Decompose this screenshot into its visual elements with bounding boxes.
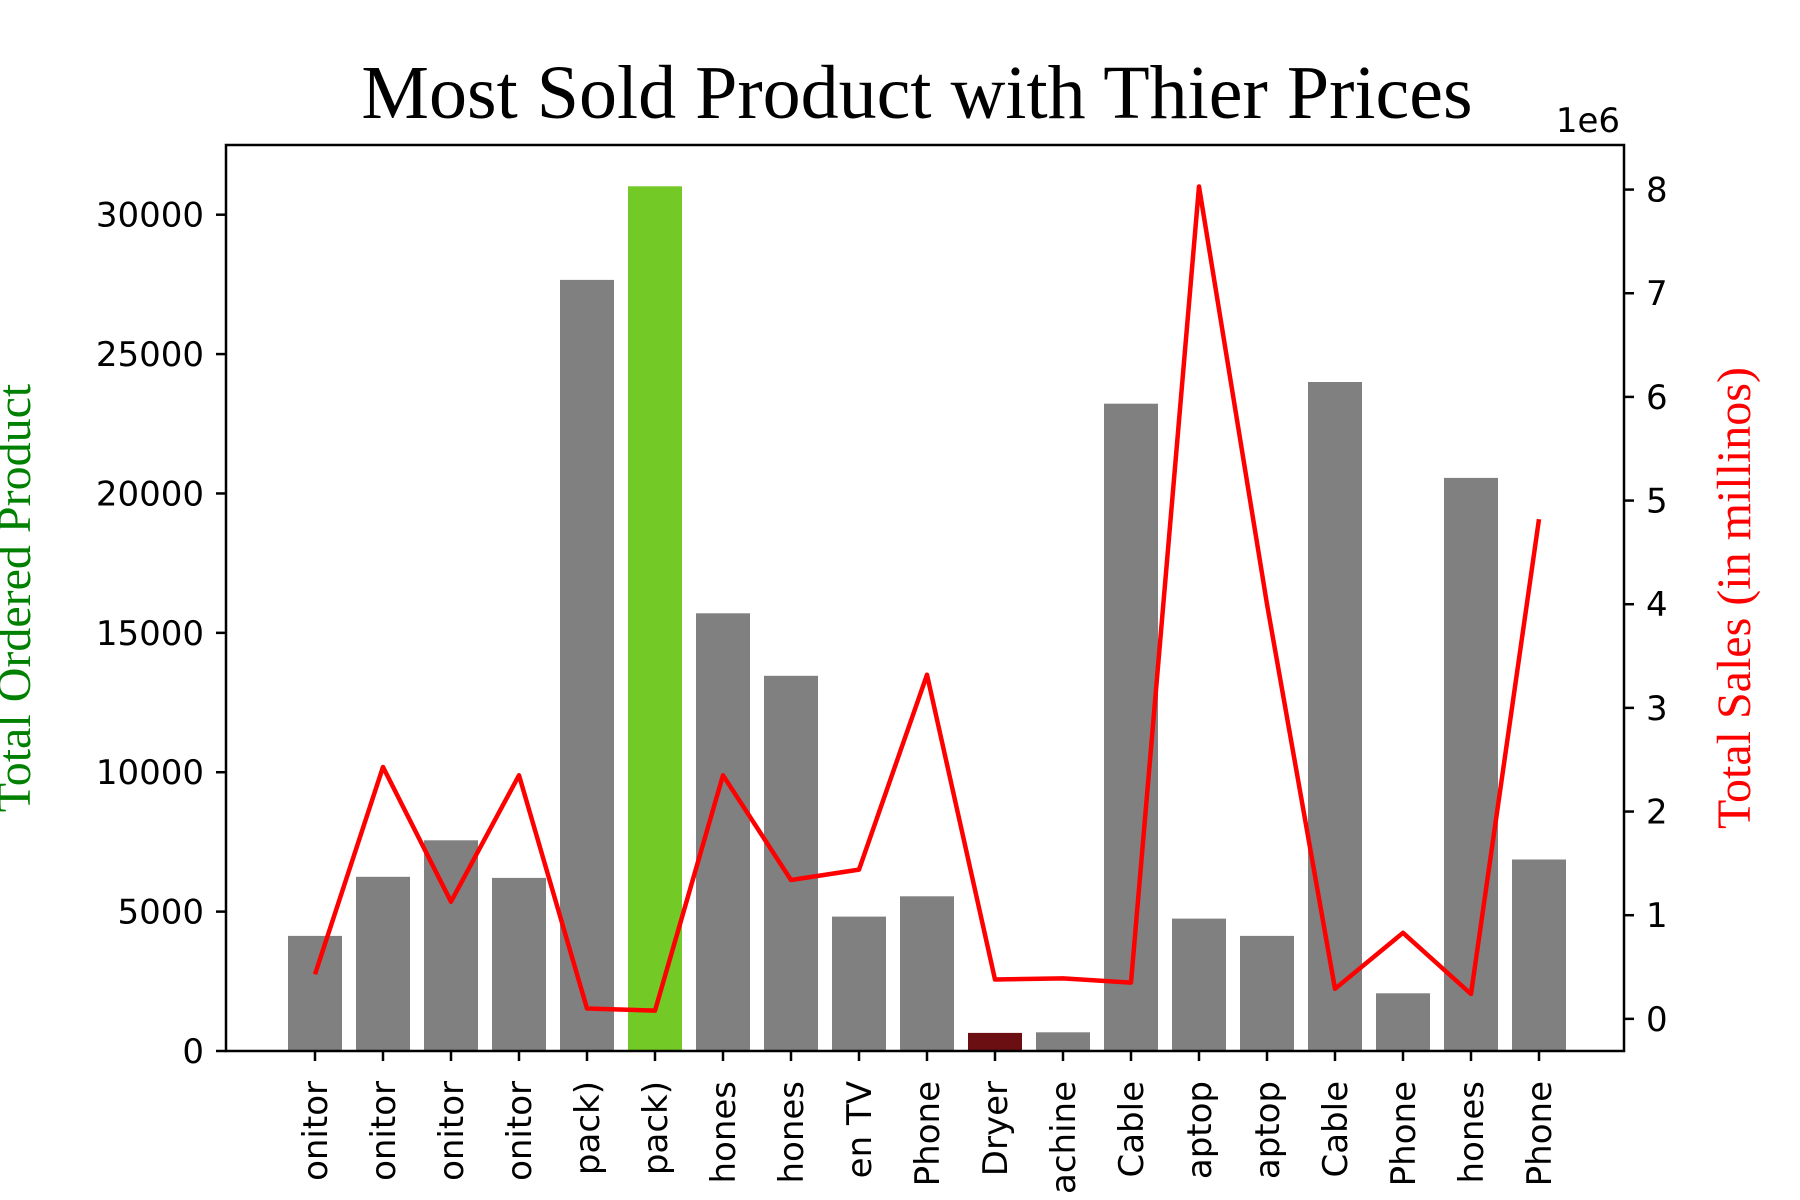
x-tick-label: onitor [296, 1081, 336, 1181]
left-y-axis-label: Total Ordered Product [0, 383, 41, 812]
x-tick-label: onitor [432, 1081, 472, 1181]
bar-2 [356, 876, 410, 1051]
x-tick-label: Cable [1112, 1081, 1152, 1178]
bar-6 [628, 186, 682, 1052]
left-y-axis: 0 5000 10000 15000 20000 25000 30000 [96, 196, 226, 1072]
bar-11 [968, 1032, 1022, 1051]
x-tick-label: aptop [1180, 1081, 1220, 1179]
bar-10 [900, 896, 954, 1051]
x-tick-label: hones [772, 1081, 812, 1184]
bar-3 [424, 840, 478, 1051]
bar-1 [288, 935, 342, 1051]
x-tick-label: onitor [364, 1081, 404, 1181]
right-tick-label: 6 [1646, 378, 1668, 418]
x-tick-label: Phone [908, 1081, 948, 1186]
x-axis: onitor onitor onitor onitor pack) pack) hones h… [296, 1051, 1560, 1194]
bar-17 [1376, 993, 1430, 1051]
right-y-axis: 0 1 2 3 4 5 6 7 8 [1624, 171, 1668, 1040]
left-tick-label: 15000 [96, 614, 204, 654]
bar-18 [1444, 477, 1498, 1051]
x-tick-label: hones [704, 1081, 744, 1184]
right-tick-label: 1 [1646, 896, 1668, 936]
bar-9 [832, 916, 886, 1051]
x-tick-label: onitor [500, 1081, 540, 1181]
x-tick-label: pack) [636, 1081, 676, 1175]
plot-frame [224, 143, 1626, 1053]
x-tick-label: aptop [1248, 1081, 1288, 1179]
bar-19 [1512, 859, 1566, 1051]
chart-title: Most Sold Product with Thier Prices [361, 51, 1472, 135]
right-tick-label: 2 [1646, 793, 1668, 833]
right-tick-label: 8 [1646, 171, 1668, 211]
left-tick-label: 25000 [96, 335, 204, 375]
x-tick-label: Phone [1520, 1081, 1560, 1186]
bar-13 [1104, 403, 1158, 1051]
right-tick-label: 4 [1646, 585, 1668, 625]
x-tick-label: achine [1044, 1081, 1084, 1194]
right-tick-label: 5 [1646, 482, 1668, 522]
line-series [312, 184, 1542, 1013]
x-tick-label: pack) [568, 1081, 608, 1175]
left-tick-label: 5000 [117, 893, 204, 933]
bar-8 [764, 675, 818, 1051]
left-tick-label: 30000 [96, 196, 204, 236]
x-tick-label: hones [1452, 1081, 1492, 1184]
left-tick-label: 0 [182, 1032, 204, 1072]
bar-series [288, 186, 1566, 1052]
right-y-axis-label: Total Sales (in millinos) [1708, 367, 1761, 829]
right-tick-label: 0 [1646, 1000, 1668, 1040]
left-tick-label: 20000 [96, 474, 204, 514]
left-tick-label: 10000 [96, 753, 204, 793]
bar-14 [1172, 918, 1226, 1051]
bar-5 [560, 279, 614, 1051]
bar-4 [492, 877, 546, 1051]
bar-12 [1036, 1032, 1090, 1051]
x-tick-label: Dryer [976, 1081, 1016, 1176]
bar-16 [1308, 382, 1362, 1051]
right-axis-offset-label: 1e6 [1556, 101, 1620, 141]
right-tick-label: 7 [1646, 274, 1668, 314]
bar-7 [696, 613, 750, 1051]
right-tick-label: 3 [1646, 689, 1668, 729]
x-tick-label: Phone [1384, 1081, 1424, 1186]
x-tick-label: Cable [1316, 1081, 1356, 1178]
bar-15 [1240, 935, 1294, 1051]
x-tick-label: en TV [840, 1081, 880, 1178]
